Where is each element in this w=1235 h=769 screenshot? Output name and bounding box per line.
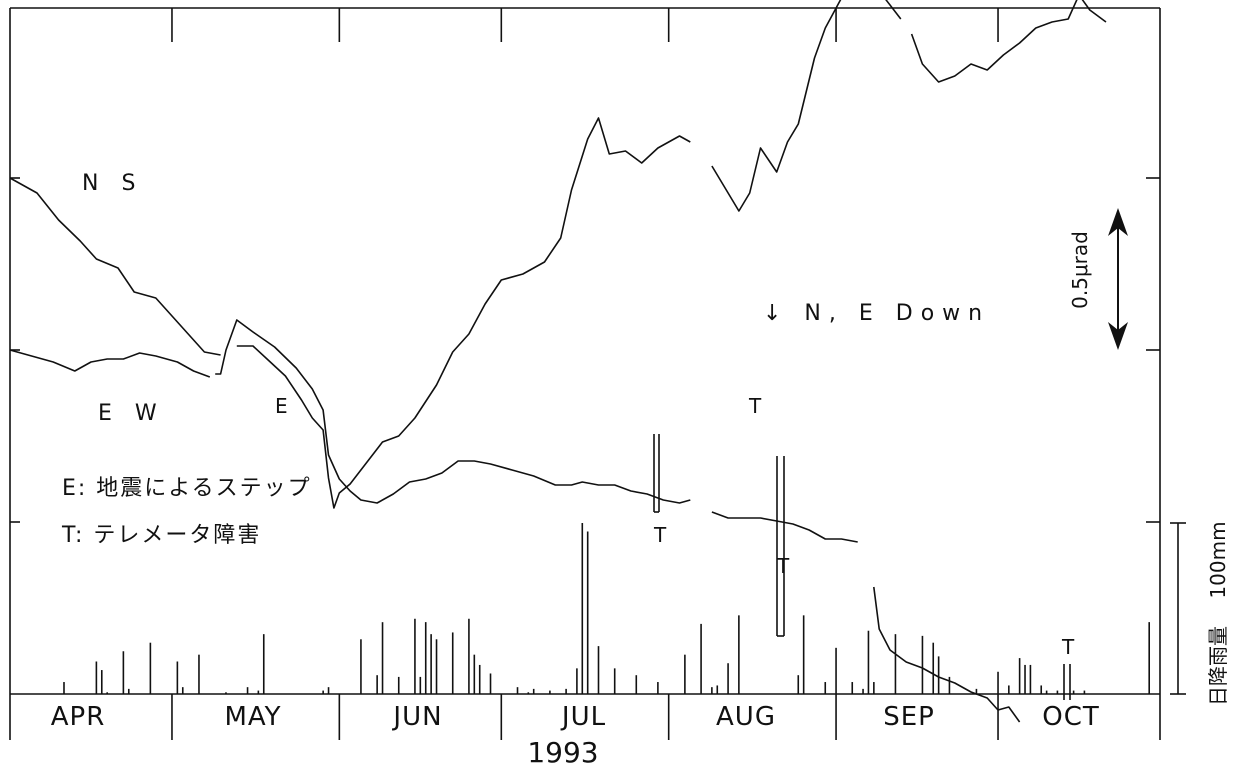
series-label-ns: N S	[82, 171, 143, 196]
month-label-oct: OCT	[1042, 702, 1100, 732]
month-label-apr: APR	[51, 702, 106, 732]
trace-ns-segment-0	[9, 177, 221, 356]
scale-arrow-up-icon	[1108, 208, 1128, 236]
rainfall-bars	[63, 523, 1151, 694]
month-label-jun: JUN	[391, 702, 442, 732]
tilt-scale-label: 0.5μrad	[1068, 231, 1092, 309]
orientation-note: ↓ N, E Down	[763, 301, 990, 326]
trace-ns-segment-1	[236, 117, 691, 509]
tilt-scale-bar	[1108, 208, 1128, 350]
trace-ns-segment-2	[711, 0, 902, 212]
year-label: 1993	[527, 736, 598, 769]
marker-earthquake-step: E	[275, 394, 288, 418]
telemeter-fault-spikes	[653, 434, 1071, 700]
marker-telemeter-fault-1: T	[748, 394, 762, 418]
month-label-jul: JUL	[560, 702, 606, 732]
plot-frame	[9, 7, 1161, 740]
month-label-sep: SEP	[883, 702, 935, 732]
month-axis: APR MAY JUN JUL AUG SEP OCT	[51, 702, 1100, 732]
marker-telemeter-fault-2: T	[653, 523, 667, 547]
rainfall-axis-label: 日降雨量	[1206, 626, 1230, 706]
tilt-traces	[9, 0, 1107, 723]
series-label-ew: E W	[98, 401, 165, 426]
rainfall-scale-bar	[1170, 522, 1186, 695]
marker-telemeter-fault-4: T	[1061, 635, 1075, 659]
trace-ew-segment-2	[711, 511, 858, 543]
month-label-may: MAY	[224, 702, 281, 732]
rainfall-scale-label: 100mm	[1206, 521, 1230, 598]
trace-ew-segment-3	[873, 586, 1021, 723]
legend-line-earthquake: E: 地震によるステップ	[62, 476, 312, 501]
trace-ew-segment-1	[215, 319, 691, 504]
axis-ticks	[10, 8, 1160, 740]
month-label-aug: AUG	[716, 702, 776, 732]
scale-arrow-down-icon	[1108, 322, 1128, 350]
trace-ns-segment-3	[910, 0, 1107, 83]
trace-ew-segment-0	[9, 349, 211, 378]
marker-telemeter-fault-3: T	[776, 554, 790, 578]
legend-line-telemeter: T: テレメータ障害	[61, 523, 261, 548]
